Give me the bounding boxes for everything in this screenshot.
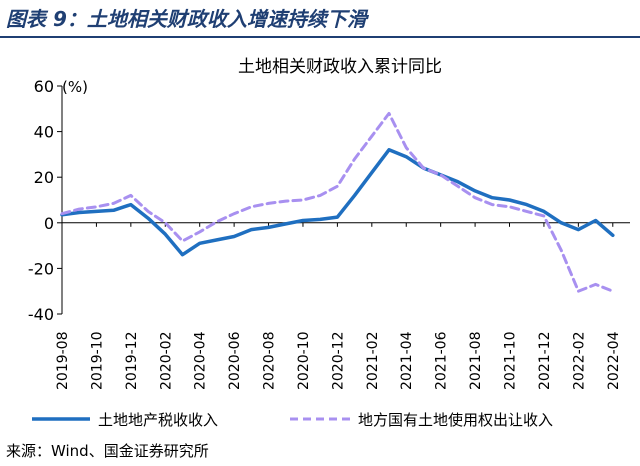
x-tick-label: 2021-02: [365, 332, 381, 391]
series-line-land-transfer: [60, 111, 615, 293]
x-tick-label: 2021-04: [399, 331, 415, 390]
y-tick-label: 0: [44, 214, 54, 233]
legend: 土地地产税收收入 地方国有土地使用权出让收入: [32, 411, 553, 429]
chart-title: 土地相关财政收入累计同比: [238, 57, 442, 77]
x-tick-label: 2022-04: [606, 331, 622, 390]
x-tick-label: 2019-08: [55, 332, 71, 391]
y-tick-labels: -40 -20 0 20 40 60: [28, 77, 54, 324]
x-tick-label: 2021-08: [468, 331, 484, 390]
x-tick-label: 2020-04: [193, 331, 209, 390]
x-tick-label: 2020-10: [296, 332, 312, 391]
x-tick-label: 2020-12: [330, 332, 346, 391]
y-tick-label: -40: [28, 305, 54, 324]
x-tick-label: 2020-02: [158, 332, 174, 391]
x-tick-label: 2019-12: [124, 332, 140, 391]
x-tick-label: 2020-06: [227, 331, 243, 390]
x-tick-label: 2019-10: [89, 332, 105, 391]
x-tick-label: 2022-02: [571, 332, 587, 391]
y-tick-label: 20: [34, 168, 54, 187]
series-line-land-tax: [60, 148, 615, 257]
axes: [57, 85, 630, 315]
x-tick-label: 2021-06: [434, 331, 450, 390]
legend-label-1: 地方国有土地使用权出让收入: [358, 411, 553, 429]
source-note: 来源：Wind、国金证券研究所: [6, 442, 209, 460]
y-tick-label: 40: [34, 123, 54, 142]
legend-label-0: 土地地产税收收入: [98, 411, 218, 429]
title-divider: [0, 36, 640, 38]
figure-title: 图表 9：土地相关财政收入增速持续下滑: [6, 7, 367, 31]
y-axis-unit-label: (%): [62, 78, 88, 96]
series-lines: [60, 111, 615, 293]
x-tick-label: 2021-12: [537, 332, 553, 391]
x-tick-labels: 2019-08 2019-10 2019-12 2020-02 2020-04 2020-…: [55, 331, 622, 390]
y-tick-label: -20: [28, 259, 54, 278]
x-tick-label: 2021-10: [503, 332, 519, 391]
x-tick-label: 2020-08: [262, 332, 278, 391]
y-tick-label: 60: [34, 77, 54, 96]
